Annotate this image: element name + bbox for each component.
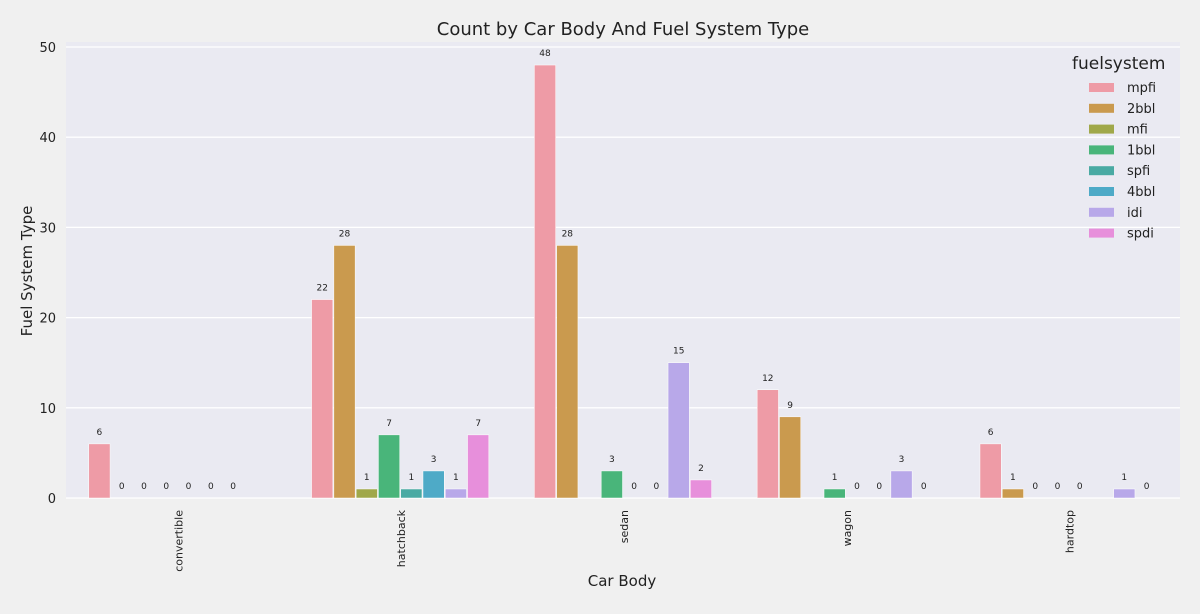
legend-swatch-idi	[1089, 207, 1114, 217]
bar-hardtop-idi	[1113, 488, 1136, 499]
bar-hatchback-mpfi	[311, 299, 334, 499]
data-label: 48	[539, 49, 551, 59]
y-tick-label: 20	[39, 312, 56, 327]
data-label: 0	[654, 482, 660, 492]
x-tick-label: hardtop	[1064, 510, 1077, 553]
legend-swatch-mfi	[1089, 124, 1114, 134]
legend-label-idi: idi	[1127, 206, 1142, 221]
legend-swatch-mpfi	[1089, 83, 1114, 92]
legend-label-2bbl: 2bbl	[1127, 102, 1155, 117]
bar-sedan-spdi	[690, 479, 712, 499]
legend-label-spfi: spfi	[1127, 164, 1150, 179]
y-tick-label: 30	[39, 221, 56, 236]
legend-label-4bbl: 4bbl	[1127, 185, 1155, 200]
data-label: 0	[1077, 482, 1083, 492]
bar-convertible-mpfi	[88, 443, 111, 499]
legend-swatch-1bbl	[1089, 145, 1114, 155]
legend-label-mfi: mfi	[1127, 123, 1148, 138]
data-label: 0	[119, 482, 125, 492]
legend-label-spdi: spdi	[1127, 227, 1154, 242]
y-tick-label: 50	[39, 41, 56, 56]
y-tick-label: 0	[48, 492, 56, 507]
chart-title: Count by Car Body And Fuel System Type	[437, 19, 810, 40]
data-label: 0	[854, 482, 860, 492]
data-label: 3	[609, 455, 615, 465]
data-label: 28	[562, 229, 574, 239]
data-label: 7	[475, 419, 481, 429]
legend-swatch-spdi	[1089, 228, 1114, 238]
legend-swatch-4bbl	[1089, 187, 1114, 196]
data-label: 0	[1144, 482, 1150, 492]
data-label: 0	[186, 482, 192, 492]
bar-sedan-idi	[667, 362, 690, 499]
x-tick-label: wagon	[841, 510, 854, 546]
data-label: 0	[921, 482, 927, 492]
data-label: 15	[673, 347, 684, 357]
data-label: 3	[899, 455, 905, 465]
data-label: 0	[631, 482, 637, 492]
data-label: 1	[1121, 473, 1127, 483]
x-tick-label: convertible	[172, 510, 185, 572]
bar-wagon-mpfi	[756, 389, 779, 499]
x-tick-label: hatchback	[395, 509, 408, 567]
legend-title: fuelsystem	[1072, 54, 1165, 74]
y-tick-label: 10	[39, 402, 56, 417]
data-label: 1	[1010, 473, 1016, 483]
bar-wagon-idi	[890, 470, 913, 499]
bar-wagon-1bbl	[823, 488, 846, 499]
data-label: 0	[1055, 482, 1061, 492]
data-label: 0	[1032, 482, 1038, 492]
legend-label-1bbl: 1bbl	[1127, 143, 1155, 158]
data-label: 1	[453, 473, 459, 483]
data-label: 1	[364, 473, 370, 483]
data-label: 0	[230, 482, 236, 492]
bar-hardtop-2bbl	[1002, 488, 1024, 499]
bar-hatchback-1bbl	[378, 434, 400, 499]
bar-hatchback-2bbl	[333, 245, 356, 499]
legend-swatch-2bbl	[1089, 103, 1114, 113]
data-label: 0	[141, 482, 147, 492]
x-tick-label: sedan	[618, 510, 631, 543]
bar-hatchback-spfi	[400, 488, 423, 499]
data-label: 6	[97, 428, 103, 438]
bar-hardtop-mpfi	[979, 443, 1002, 499]
data-label: 28	[339, 229, 351, 239]
bar-hatchback-idi	[445, 488, 467, 499]
plot-background	[66, 42, 1180, 498]
data-label: 2	[698, 464, 704, 474]
data-label: 7	[386, 419, 392, 429]
data-label: 6	[988, 428, 994, 438]
bar-sedan-2bbl	[556, 245, 579, 499]
data-label: 1	[832, 473, 838, 483]
data-label: 12	[762, 374, 773, 384]
data-label: 9	[787, 401, 793, 411]
data-label: 22	[316, 284, 327, 294]
legend-swatch-spfi	[1089, 166, 1114, 176]
data-label: 3	[431, 455, 437, 465]
bar-hatchback-mfi	[355, 488, 378, 499]
data-label: 1	[408, 473, 414, 483]
data-label: 0	[876, 482, 882, 492]
data-label: 0	[208, 482, 214, 492]
bar-wagon-2bbl	[779, 416, 801, 499]
y-axis-label: Fuel System Type	[18, 206, 36, 337]
legend: fuelsystem mpfi 2bbl mfi 1bbl spfi 4bbl idi spdi	[1072, 54, 1165, 242]
data-label: 0	[163, 482, 169, 492]
bar-hatchback-spdi	[467, 434, 490, 499]
bar-sedan-1bbl	[600, 470, 623, 499]
legend-label-mpfi: mpfi	[1127, 81, 1156, 96]
y-tick-label: 40	[39, 131, 56, 146]
x-axis-label: Car Body	[588, 572, 657, 590]
bar-hatchback-4bbl	[422, 470, 445, 499]
bar-sedan-mpfi	[534, 64, 556, 499]
